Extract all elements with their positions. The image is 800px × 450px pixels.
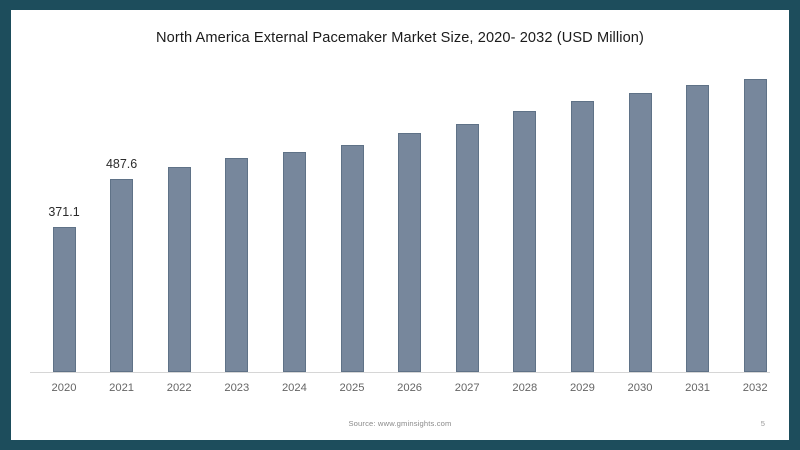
bar-value-label: 371.1 — [48, 205, 80, 219]
page-title: North America External Pacemaker Market … — [156, 30, 644, 46]
x-axis-line — [30, 372, 770, 373]
x-axis-tick-2032: 2032 — [742, 382, 768, 394]
bar — [282, 152, 306, 372]
x-axis-tick-2030: 2030 — [627, 382, 653, 394]
x-axis-tick-2026: 2026 — [397, 382, 423, 394]
bar — [52, 227, 76, 372]
x-axis-tick-2021: 2021 — [109, 382, 135, 394]
bar — [455, 124, 479, 372]
x-axis-tick-2029: 2029 — [569, 382, 595, 394]
bar-chart: 371.1 2020 487.6 2021 2022 2023 2024 2025 2026 20… — [11, 10, 789, 440]
x-axis-tick-2020: 2020 — [51, 382, 77, 394]
x-axis-tick-2023: 2023 — [224, 382, 250, 394]
bar — [340, 145, 364, 372]
page-number: 5 — [760, 419, 765, 428]
x-axis-tick-2028: 2028 — [512, 382, 538, 394]
source-note: Source: www.gminsights.com — [348, 419, 452, 428]
x-axis-tick-2027: 2027 — [454, 382, 480, 394]
bar — [225, 158, 249, 372]
bar — [398, 133, 422, 372]
bar — [743, 79, 767, 372]
x-axis-tick-2031: 2031 — [685, 382, 711, 394]
bar-value-label: 487.6 — [105, 157, 138, 171]
bar — [110, 179, 134, 372]
bar — [167, 167, 191, 372]
x-axis-tick-2022: 2022 — [166, 382, 192, 394]
bar — [513, 111, 537, 372]
x-axis-tick-2025: 2025 — [339, 382, 365, 394]
slide-content: North America External Pacemaker Market … — [11, 10, 789, 440]
bar — [686, 85, 710, 372]
bar — [628, 93, 652, 372]
bar — [570, 101, 594, 372]
x-axis-tick-2024: 2024 — [281, 382, 307, 394]
